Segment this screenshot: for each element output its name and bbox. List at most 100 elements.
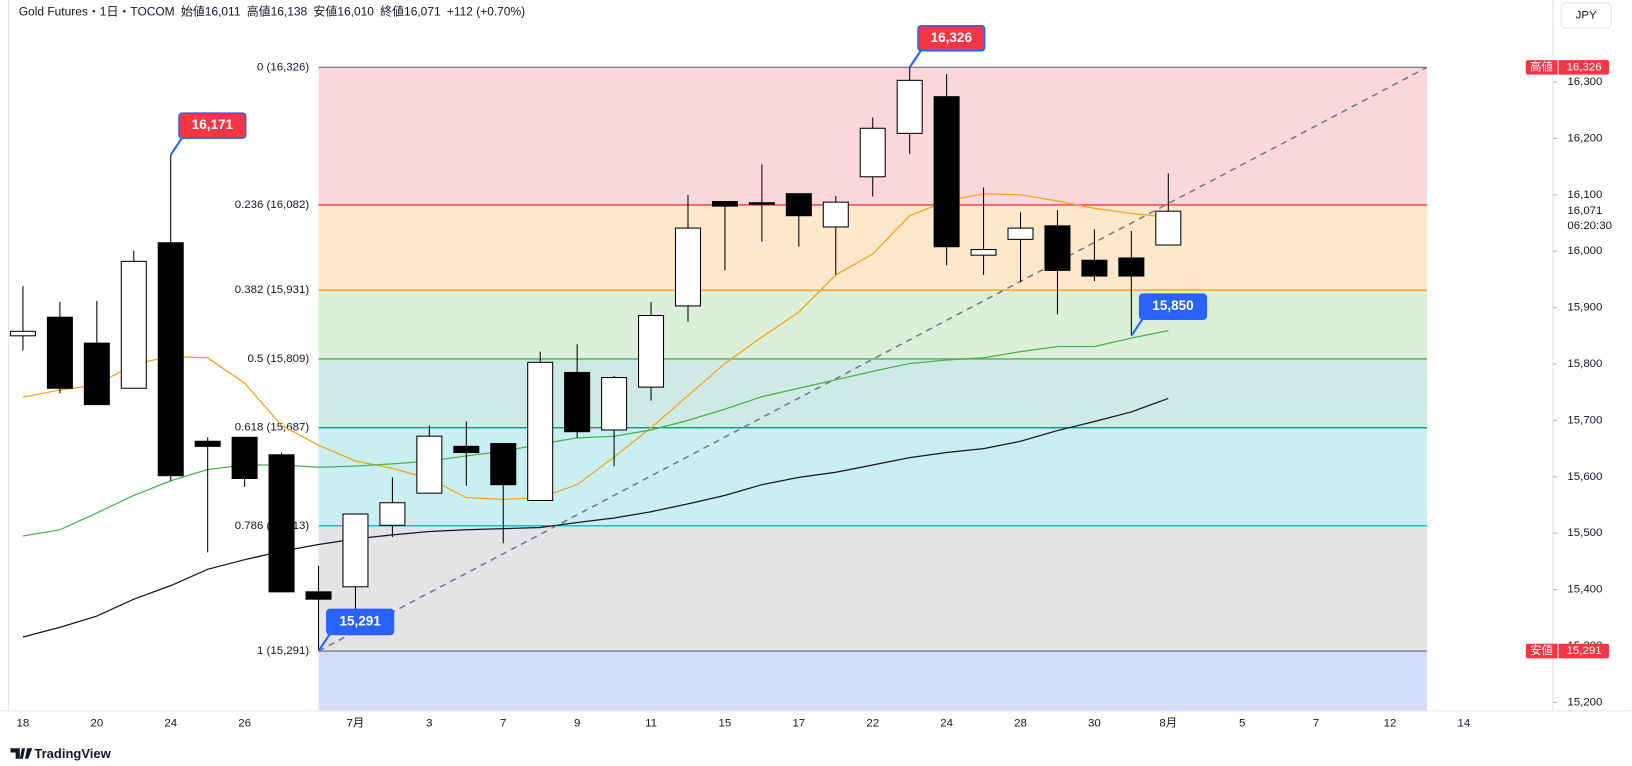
price-tag: [1525, 643, 1610, 659]
callout-label: 15,850: [1152, 298, 1193, 313]
header-stat: 高値16,138: [247, 4, 308, 19]
last-price-label: 16,071: [1567, 205, 1602, 217]
fib-level-label: 0.618 (15,687): [235, 422, 310, 434]
last-price-tag: [1561, 203, 1616, 234]
x-tick-label: 22: [866, 717, 879, 729]
candle-body: [231, 436, 258, 480]
price-tag-value: 15,291: [1567, 645, 1602, 657]
candle-body: [83, 342, 110, 406]
candle-body: [416, 435, 443, 494]
header: Gold Futures・1日・TOCOM 始値16,011 高値16,138 安値1…: [19, 4, 525, 19]
fib-band: [318, 525, 1427, 652]
y-tick-label: 16,200: [1567, 132, 1602, 144]
candle-body: [120, 260, 147, 389]
y-tick-label: 15,700: [1567, 414, 1602, 426]
moving-average-line: [22, 193, 1169, 500]
header-stat: 始値16,011: [181, 4, 241, 19]
moving-average-line: [22, 397, 1169, 638]
fib-band: [318, 204, 1427, 291]
candle-body: [674, 227, 701, 307]
candle-body: [785, 193, 812, 217]
candle-body: [748, 202, 775, 205]
price-tag-value: 16,326: [1567, 61, 1602, 73]
fib-band: [318, 651, 1427, 711]
callout-pointer: [169, 135, 185, 156]
x-tick-label: 8月: [1159, 717, 1177, 729]
moving-average-line: [22, 330, 1169, 537]
candle-body: [453, 445, 480, 454]
x-tick-label: 7月: [347, 717, 365, 729]
fib-level-label: 0.382 (15,931): [235, 284, 310, 296]
symbol: Gold Futures・1日・TOCOM: [19, 5, 175, 19]
x-tick-label: 14: [1458, 717, 1471, 729]
y-tick-label: 15,600: [1567, 471, 1602, 483]
y-tick-label: 16,100: [1567, 189, 1602, 201]
candle-body: [896, 79, 923, 134]
callout-box: [1138, 293, 1208, 320]
callout-label: 16,326: [931, 30, 973, 45]
price-tag-name: 安値: [1530, 643, 1553, 657]
price-tag: [1525, 60, 1610, 75]
currency-button[interactable]: [1560, 2, 1612, 29]
candle-body: [305, 591, 332, 600]
candle-body: [157, 242, 184, 477]
callout-label: 15,291: [339, 613, 381, 628]
fib-level-label: 1 (15,291): [257, 645, 309, 657]
fib-band: [318, 290, 1427, 359]
x-tick-label: 7: [500, 717, 506, 729]
header-stat: 安値16,010: [313, 4, 374, 19]
x-tick-label: 18: [17, 717, 30, 729]
price-tag-name: 高値: [1530, 59, 1553, 73]
candle-body: [1155, 210, 1182, 246]
callout-box: [326, 608, 395, 636]
countdown-label: 06:20:30: [1567, 220, 1612, 232]
y-tick-label: 15,400: [1567, 584, 1602, 596]
candle-body: [1044, 225, 1071, 271]
fib-level-label: 0.5 (15,809): [247, 353, 309, 365]
x-tick-label: 30: [1088, 717, 1101, 729]
y-tick-label: 15,800: [1567, 358, 1602, 370]
candle-body: [527, 361, 554, 502]
y-tick-label: 15,200: [1567, 696, 1602, 708]
x-tick-label: 11: [645, 717, 657, 729]
x-tick-label: 28: [1014, 717, 1027, 729]
fib-level-label: 0.236 (16,082): [235, 199, 310, 211]
candle-body: [933, 96, 960, 248]
header-stat: 終値16,071: [380, 4, 441, 19]
candle-body: [46, 316, 73, 389]
candle-body: [342, 513, 369, 588]
candle-body: [1118, 257, 1145, 277]
x-tick-label: 26: [238, 717, 251, 729]
candle-body: [1007, 227, 1034, 240]
candle-body: [194, 440, 221, 447]
candle-body: [601, 377, 628, 431]
callout-pointer: [908, 48, 924, 68]
candle-body: [1081, 259, 1108, 277]
brand-label: TradingView: [34, 746, 111, 761]
fib-trend-line: [318, 66, 1428, 652]
candle-body: [379, 502, 406, 526]
x-tick-label: 15: [719, 717, 732, 729]
fib-band: [318, 427, 1427, 526]
fib-level-label: 0 (16,326): [257, 61, 309, 73]
x-tick-label: 9: [574, 717, 580, 729]
x-tick-label: 17: [792, 717, 805, 729]
callout-pointer: [317, 631, 332, 652]
x-tick-label: 5: [1239, 717, 1245, 729]
candle-body: [822, 201, 849, 228]
x-tick-label: 24: [940, 717, 953, 729]
currency-button-label[interactable]: JPY: [1576, 10, 1597, 22]
callout-pointer: [1130, 316, 1145, 337]
candle-body: [490, 443, 517, 486]
candle-body: [268, 454, 295, 593]
x-tick-label: 3: [426, 717, 432, 729]
callout-box: [178, 112, 247, 139]
callout-label: 16,171: [192, 117, 234, 132]
candle-body: [859, 127, 886, 178]
x-tick-label: 7: [1313, 717, 1319, 729]
fib-band: [318, 358, 1427, 428]
y-tick-label: 15,500: [1567, 527, 1602, 539]
callout-box: [917, 24, 986, 52]
